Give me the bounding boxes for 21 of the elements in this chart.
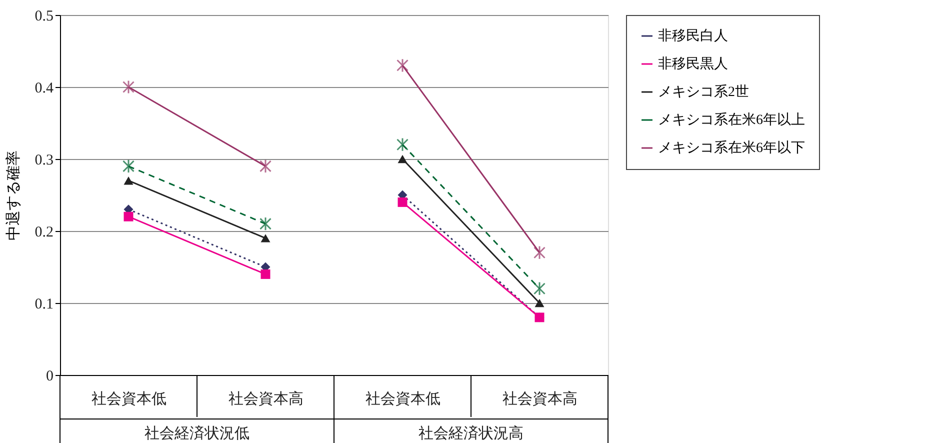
point [534, 298, 544, 308]
legend-label: メキシコ系在米6年以上 [658, 112, 805, 128]
x-tick-label: 社会資本低 [92, 390, 166, 408]
legend-label: 非移民白人 [658, 28, 728, 44]
y-axis-title: 中退する確率 [4, 150, 22, 240]
y-tick-label: 0 [46, 368, 54, 384]
point [260, 159, 272, 174]
text: 社会経済状況高 [418, 425, 524, 442]
y-tick-label: 0.1 [34, 296, 54, 312]
point [122, 159, 134, 174]
x-tick-label: 社会資本高 [502, 390, 578, 408]
legend-label: 非移民黒人 [658, 56, 728, 72]
x-tick-label: 社会資本低 [366, 390, 440, 408]
y-tick-label: 0.5 [34, 8, 54, 24]
legend-label: メキシコ系在米6年以下 [658, 140, 805, 156]
legend-label: メキシコ系2世 [658, 84, 749, 100]
y-tick-label: 0.3 [34, 152, 54, 168]
y-tick-label: 0.2 [34, 224, 54, 240]
text: 社会経済状況低 [144, 425, 250, 442]
y-tick-label: 0.4 [34, 80, 54, 96]
x-tick-label: 社会資本高 [228, 390, 304, 408]
